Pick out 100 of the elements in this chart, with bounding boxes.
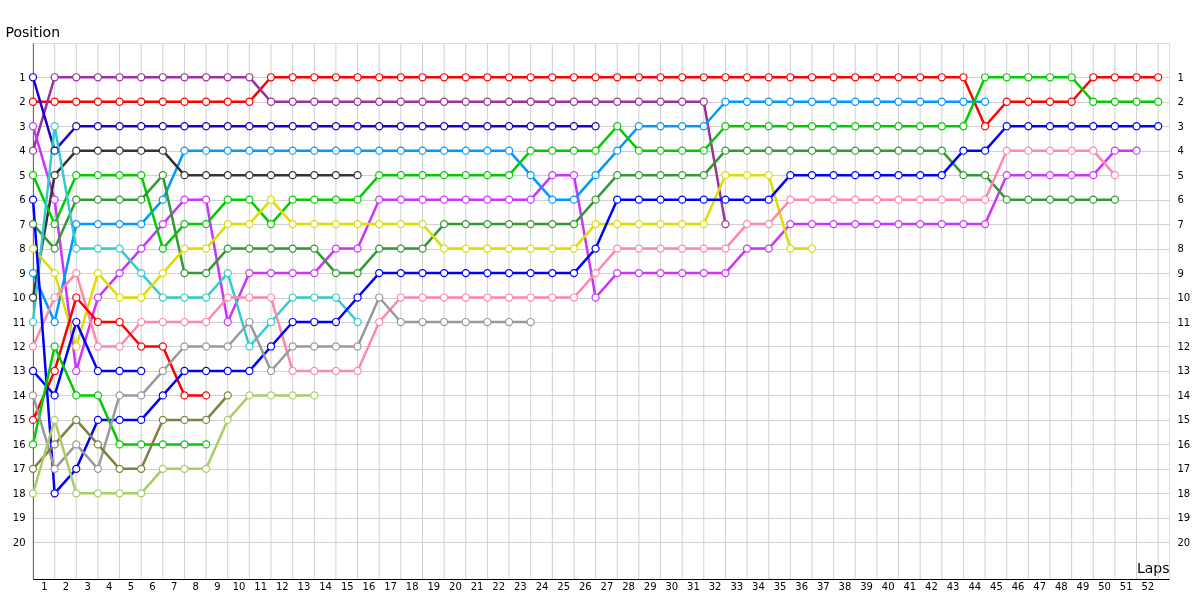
point	[245, 171, 254, 180]
point	[418, 293, 427, 302]
point	[223, 97, 232, 106]
point	[504, 293, 514, 302]
x-tick-label: 26	[578, 580, 592, 592]
point	[591, 268, 600, 278]
point	[331, 97, 341, 106]
point	[93, 73, 103, 82]
point	[461, 268, 470, 278]
point	[1110, 73, 1120, 82]
point	[742, 244, 752, 253]
point	[375, 171, 384, 180]
y-tick-label: 4	[19, 145, 26, 157]
point	[266, 122, 276, 131]
y-tick-label: 12	[12, 340, 26, 352]
point	[1067, 122, 1076, 131]
point	[396, 195, 405, 204]
point	[418, 244, 427, 253]
point	[223, 342, 232, 351]
y-axis-title: Position	[5, 23, 61, 40]
point	[851, 146, 860, 155]
y2-tick-label: 3	[1177, 120, 1184, 132]
point	[786, 122, 795, 131]
point	[483, 293, 492, 302]
point	[591, 195, 600, 204]
point	[548, 293, 557, 302]
point	[137, 415, 146, 425]
point	[764, 122, 773, 131]
point	[331, 219, 341, 229]
point	[916, 171, 925, 180]
point	[201, 391, 211, 400]
point	[742, 195, 752, 204]
point	[483, 268, 492, 278]
point	[115, 342, 124, 351]
point	[223, 195, 232, 204]
point	[28, 73, 38, 82]
point	[807, 171, 817, 180]
point	[591, 97, 600, 106]
point	[245, 73, 254, 82]
point	[916, 195, 925, 204]
point	[201, 268, 211, 278]
y-tick-label: 18	[12, 487, 26, 499]
point	[266, 97, 276, 106]
point	[201, 219, 211, 229]
point	[245, 195, 254, 204]
point	[872, 97, 882, 106]
point	[699, 219, 708, 229]
point	[396, 268, 405, 278]
point	[158, 293, 167, 302]
point	[266, 366, 276, 376]
point	[72, 73, 81, 82]
y-tick-label: 13	[12, 365, 26, 377]
point	[28, 97, 38, 106]
point	[786, 219, 795, 229]
point	[223, 146, 232, 155]
y2-tick-label: 6	[1177, 194, 1184, 206]
point	[1045, 171, 1055, 180]
point	[483, 122, 492, 131]
point	[396, 293, 405, 302]
point	[137, 489, 146, 498]
x-tick-label: 1	[41, 580, 48, 592]
point	[1154, 122, 1163, 131]
point	[872, 219, 882, 229]
point	[28, 489, 38, 498]
point	[115, 122, 124, 131]
point	[548, 268, 557, 278]
x-tick-label: 46	[1011, 580, 1025, 592]
point	[656, 268, 665, 278]
point	[396, 171, 405, 180]
y-tick-label: 19	[12, 512, 26, 524]
point	[461, 293, 470, 302]
point	[72, 440, 81, 449]
point	[137, 219, 146, 229]
point	[418, 195, 427, 204]
point	[93, 391, 103, 400]
point	[418, 171, 427, 180]
point	[180, 97, 189, 106]
point	[223, 268, 232, 278]
point	[894, 73, 903, 82]
point	[158, 440, 167, 449]
point	[375, 195, 384, 204]
point	[439, 268, 449, 278]
point	[721, 97, 730, 106]
point	[613, 219, 622, 229]
point	[418, 268, 427, 278]
point	[829, 195, 838, 204]
point	[656, 195, 665, 204]
point	[483, 195, 492, 204]
point	[137, 146, 146, 155]
point	[158, 342, 167, 351]
y2-tick-label: 16	[1177, 438, 1191, 450]
point	[288, 122, 297, 131]
point	[980, 73, 990, 82]
point	[93, 195, 103, 204]
y-tick-label: 9	[19, 267, 26, 279]
point	[158, 391, 167, 400]
point	[28, 219, 38, 229]
point	[613, 97, 622, 106]
point	[872, 195, 882, 204]
point	[331, 317, 341, 327]
